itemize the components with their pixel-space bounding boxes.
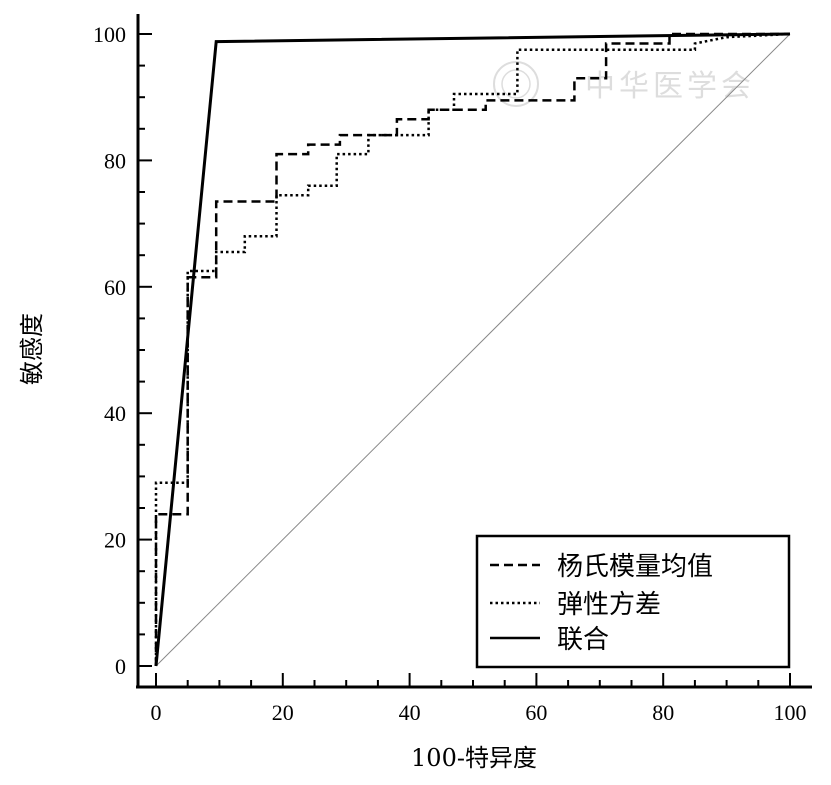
y-tick-label: 60 [104,275,126,300]
x-tick-label: 100 [774,700,807,725]
y-axis-ticks [138,33,152,667]
y-tick-label: 80 [104,148,126,173]
legend-label-combined: 联合 [557,625,609,655]
legend: 杨氏模量均值 弹性方差 联合 [475,534,791,669]
x-tick-label: 40 [399,700,421,725]
x-axis-title: 100-特异度 [411,744,537,772]
y-tick-label: 40 [104,401,126,426]
x-axis-tick-labels: 0 20 40 60 80 100 [151,700,807,725]
y-axis-title: 敏感度 [18,313,46,385]
y-tick-label: 100 [93,22,126,47]
x-tick-label: 80 [652,700,674,725]
y-tick-label: 20 [104,528,126,553]
series-combined-line [154,32,791,667]
watermark-text: 中华医学会 [585,69,755,104]
series-elastic-variance-line [154,32,791,666]
x-tick-label: 0 [151,700,162,725]
x-axis-ticks [155,673,791,687]
legend-box [475,534,791,669]
x-tick-label: 20 [272,700,294,725]
legend-label-elastic-variance: 弹性方差 [557,590,661,620]
legend-label-youngs-modulus: 杨氏模量均值 [557,552,713,582]
y-axis-tick-labels: 0 20 40 60 80 100 [93,22,126,679]
series-lines [154,32,791,667]
y-tick-label: 0 [115,654,126,679]
x-tick-label: 60 [525,700,547,725]
reference-diagonal-line [155,33,791,667]
watermark-logo: 中华医学会 [493,61,755,107]
